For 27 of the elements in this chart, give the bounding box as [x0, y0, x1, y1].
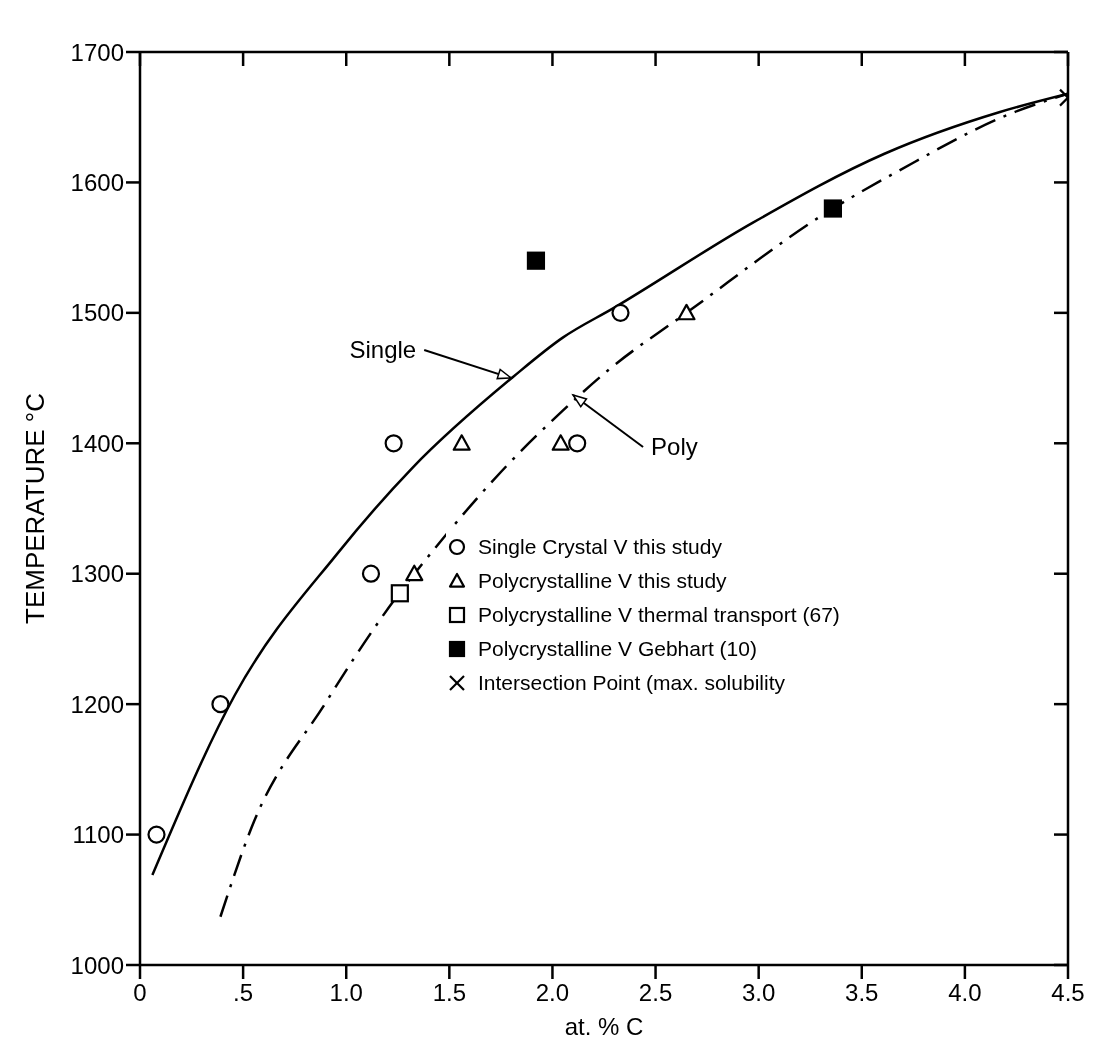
y-tick-label: 1200	[70, 690, 124, 718]
legend-label: Polycrystalline V thermal transport (67)	[478, 602, 840, 628]
y-tick-label: 1000	[70, 951, 124, 979]
x-tick-label: 1.0	[329, 979, 363, 1006]
y-tick-label: 1100	[72, 821, 124, 849]
legend-label: Polycrystalline V this study	[478, 568, 727, 594]
y-tick-label: 1400	[70, 429, 124, 457]
x-tick-label: 1.5	[432, 979, 467, 1006]
x-tick-label: 3.5	[845, 979, 879, 1006]
legend-label: Polycrystalline V Gebhart (10)	[478, 636, 757, 662]
x-tick-label: 2.5	[638, 979, 673, 1006]
y-axis-title: TEMPERATURE °C	[20, 393, 51, 624]
legend-label: Single Crystal V this study	[478, 534, 722, 560]
x-axis-title: at. % C	[564, 1013, 644, 1040]
annotation: Single	[349, 336, 417, 364]
annotation: Poly	[651, 433, 698, 461]
legend-label: Intersection Point (max. solubility	[478, 670, 785, 696]
y-tick-label: 1300	[70, 560, 124, 588]
x-tick-label: 3.0	[741, 979, 776, 1006]
y-tick-label: 1600	[70, 168, 124, 196]
x-tick-label: 4.5	[1051, 979, 1085, 1006]
x-tick-label: .5	[233, 979, 254, 1006]
x-tick-label: 2.0	[535, 979, 570, 1006]
x-tick-label: 0	[133, 979, 147, 1006]
x-tick-label: 4.0	[948, 979, 982, 1006]
y-tick-label: 1500	[70, 299, 124, 327]
y-tick-label: 1700	[70, 38, 124, 66]
